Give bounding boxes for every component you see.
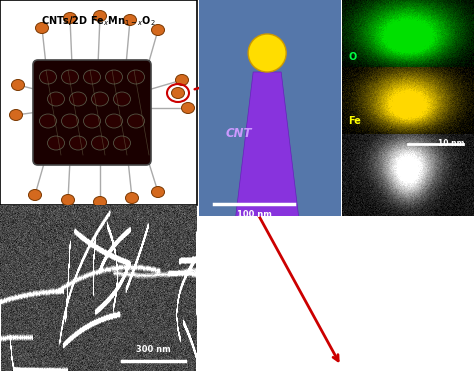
Ellipse shape [106,70,122,84]
Ellipse shape [83,114,100,128]
Ellipse shape [64,13,76,23]
Ellipse shape [182,102,194,114]
Text: Fe$_x$Mn$_{1-x}$O$_2$ ?: Fe$_x$Mn$_{1-x}$O$_2$ ? [232,12,312,26]
Ellipse shape [70,136,86,150]
Ellipse shape [172,88,184,98]
Ellipse shape [28,190,42,200]
Text: Fe$_3$C/Fe$_3$O$_4$ !: Fe$_3$C/Fe$_3$O$_4$ ! [354,12,426,26]
Ellipse shape [9,109,22,121]
Text: O: O [348,52,357,62]
Text: CNTs/2D Fe$_x$Mn$_{1-x}$O$_2$: CNTs/2D Fe$_x$Mn$_{1-x}$O$_2$ [41,14,155,28]
Ellipse shape [126,193,138,204]
Ellipse shape [70,92,86,106]
Ellipse shape [152,24,164,36]
Ellipse shape [113,92,130,106]
Bar [0,0,197,205]
Ellipse shape [113,136,130,150]
Ellipse shape [36,23,48,33]
Text: 10 nm: 10 nm [438,139,465,148]
Ellipse shape [175,75,189,85]
Ellipse shape [93,197,107,207]
Ellipse shape [62,114,79,128]
Ellipse shape [11,79,25,91]
Ellipse shape [83,70,100,84]
Ellipse shape [62,70,79,84]
Ellipse shape [47,136,64,150]
Text: 300 nm: 300 nm [137,345,171,354]
Ellipse shape [39,114,56,128]
Text: 100 nm: 100 nm [237,210,272,219]
Ellipse shape [39,70,56,84]
Ellipse shape [106,114,122,128]
Ellipse shape [93,10,107,22]
Ellipse shape [47,92,64,106]
FancyBboxPatch shape [33,60,151,165]
Ellipse shape [128,70,145,84]
Text: Fe: Fe [348,116,362,126]
Polygon shape [235,72,299,221]
Text: CNT: CNT [226,127,253,140]
Ellipse shape [384,36,396,47]
Ellipse shape [91,92,109,106]
Ellipse shape [261,32,283,52]
Ellipse shape [124,14,137,26]
Ellipse shape [248,34,286,72]
Ellipse shape [152,187,164,197]
Ellipse shape [62,194,74,206]
Ellipse shape [128,114,145,128]
Ellipse shape [379,32,401,52]
Ellipse shape [91,136,109,150]
